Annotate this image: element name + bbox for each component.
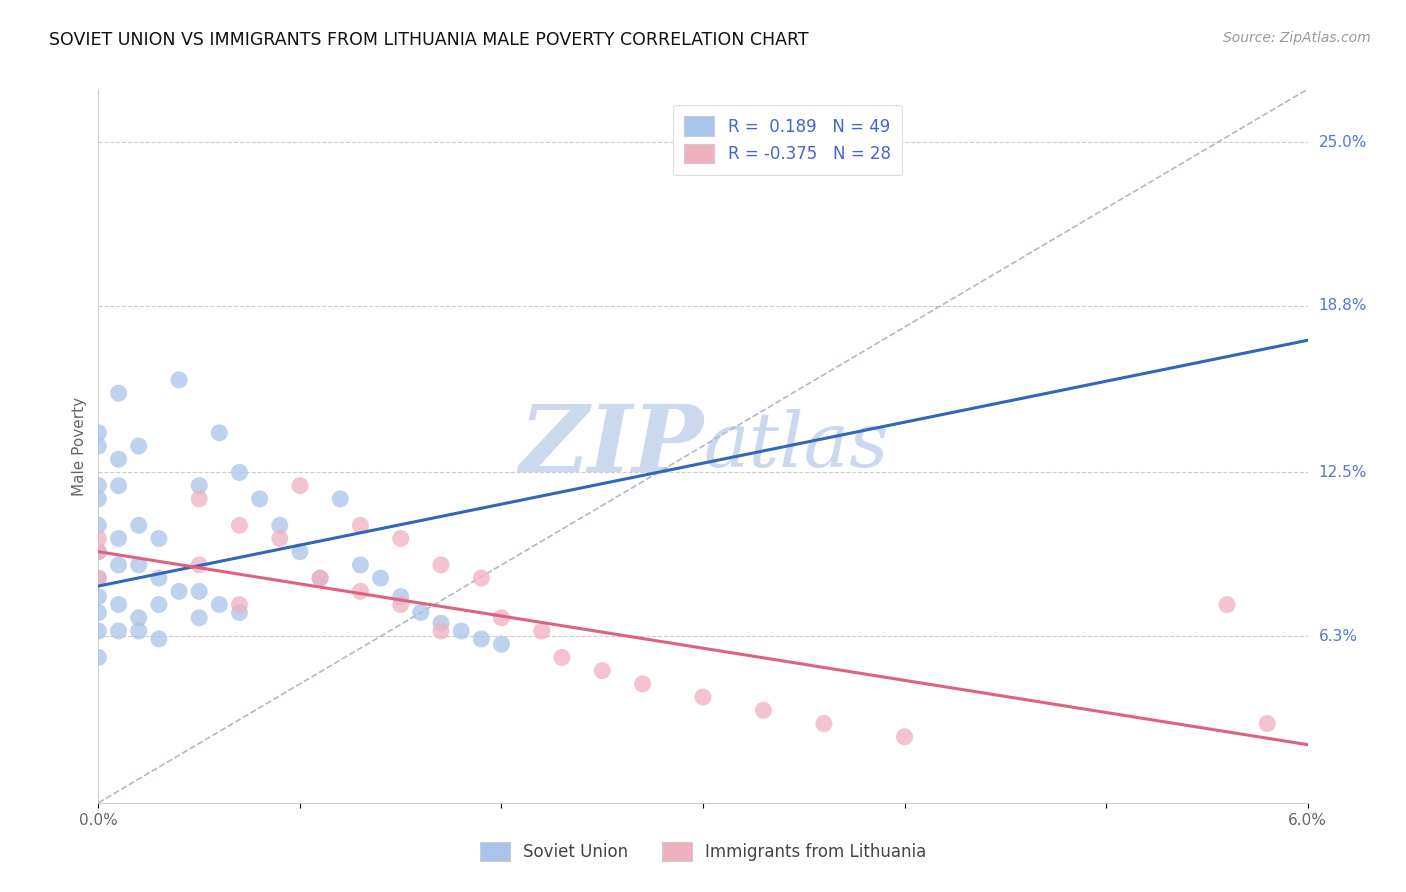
- Point: [87, 478, 110, 492]
- Point: [269, 532, 291, 546]
- Point: [148, 632, 170, 646]
- Point: [389, 598, 412, 612]
- Point: [188, 611, 211, 625]
- Point: [107, 386, 129, 401]
- Point: [893, 730, 915, 744]
- Point: [107, 624, 129, 638]
- Point: [107, 532, 129, 546]
- Point: [430, 616, 453, 631]
- Point: [148, 532, 170, 546]
- Point: [349, 558, 371, 572]
- Point: [228, 606, 250, 620]
- Point: [188, 491, 211, 506]
- Point: [87, 606, 110, 620]
- Point: [107, 558, 129, 572]
- Point: [148, 598, 170, 612]
- Point: [450, 624, 472, 638]
- Text: ZIP: ZIP: [519, 401, 703, 491]
- Point: [551, 650, 574, 665]
- Point: [87, 650, 110, 665]
- Point: [470, 571, 492, 585]
- Point: [107, 478, 129, 492]
- Point: [430, 624, 453, 638]
- Point: [128, 558, 150, 572]
- Point: [188, 584, 211, 599]
- Point: [692, 690, 714, 704]
- Point: [208, 598, 231, 612]
- Point: [87, 518, 110, 533]
- Point: [87, 532, 110, 546]
- Point: [167, 373, 190, 387]
- Point: [107, 598, 129, 612]
- Legend: Soviet Union, Immigrants from Lithuania: Soviet Union, Immigrants from Lithuania: [468, 830, 938, 873]
- Point: [491, 611, 513, 625]
- Point: [591, 664, 613, 678]
- Point: [288, 478, 311, 492]
- Point: [249, 491, 271, 506]
- Point: [813, 716, 835, 731]
- Point: [349, 518, 371, 533]
- Text: 12.5%: 12.5%: [1319, 465, 1367, 480]
- Text: atlas: atlas: [703, 409, 889, 483]
- Point: [128, 518, 150, 533]
- Point: [530, 624, 553, 638]
- Point: [87, 571, 110, 585]
- Point: [208, 425, 231, 440]
- Point: [309, 571, 332, 585]
- Point: [269, 518, 291, 533]
- Point: [370, 571, 392, 585]
- Point: [1256, 716, 1278, 731]
- Text: SOVIET UNION VS IMMIGRANTS FROM LITHUANIA MALE POVERTY CORRELATION CHART: SOVIET UNION VS IMMIGRANTS FROM LITHUANI…: [49, 31, 808, 49]
- Point: [87, 439, 110, 453]
- Point: [128, 439, 150, 453]
- Point: [430, 558, 453, 572]
- Point: [87, 545, 110, 559]
- Text: Source: ZipAtlas.com: Source: ZipAtlas.com: [1223, 31, 1371, 45]
- Point: [228, 518, 250, 533]
- Point: [409, 606, 432, 620]
- Text: 18.8%: 18.8%: [1319, 299, 1367, 313]
- Point: [188, 478, 211, 492]
- Point: [87, 624, 110, 638]
- Point: [631, 677, 654, 691]
- Point: [349, 584, 371, 599]
- Y-axis label: Male Poverty: Male Poverty: [72, 396, 87, 496]
- Point: [309, 571, 332, 585]
- Point: [752, 703, 775, 717]
- Point: [87, 425, 110, 440]
- Point: [188, 558, 211, 572]
- Point: [288, 545, 311, 559]
- Point: [228, 466, 250, 480]
- Point: [389, 532, 412, 546]
- Point: [87, 590, 110, 604]
- Text: 25.0%: 25.0%: [1319, 135, 1367, 150]
- Point: [491, 637, 513, 651]
- Point: [228, 598, 250, 612]
- Text: 6.3%: 6.3%: [1319, 629, 1358, 644]
- Point: [87, 545, 110, 559]
- Point: [148, 571, 170, 585]
- Point: [389, 590, 412, 604]
- Point: [167, 584, 190, 599]
- Point: [470, 632, 492, 646]
- Point: [329, 491, 352, 506]
- Point: [107, 452, 129, 467]
- Point: [87, 571, 110, 585]
- Point: [128, 624, 150, 638]
- Point: [87, 491, 110, 506]
- Point: [1216, 598, 1239, 612]
- Point: [128, 611, 150, 625]
